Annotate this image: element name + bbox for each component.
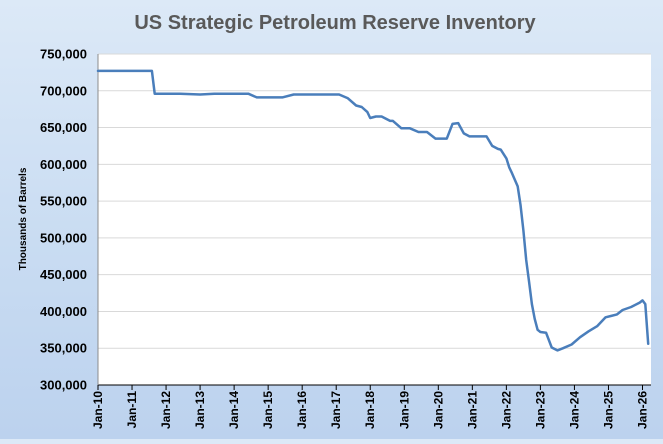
x-tick-label: Jan-17 (329, 391, 343, 429)
x-tick-label: Jan-15 (261, 391, 275, 429)
y-tick-label: 450,000 (40, 267, 87, 282)
x-tick-label: Jan-24 (567, 391, 581, 429)
y-tick-label: 350,000 (40, 341, 87, 356)
series-line (96, 69, 650, 352)
x-tick-label: Jan-25 (601, 391, 615, 429)
x-tick-label: Jan-14 (227, 391, 241, 429)
gridlines (98, 53, 651, 349)
x-tick-label: Jan-16 (295, 391, 309, 429)
y-tick-label: 750,000 (40, 47, 87, 62)
x-tick-label: Jan-26 (635, 391, 649, 429)
y-tick-label: 650,000 (40, 120, 87, 135)
x-tick-label: Jan-20 (431, 391, 445, 429)
y-tick-label: 300,000 (40, 378, 87, 393)
x-tick-label: Jan-11 (125, 391, 139, 429)
x-tick-label: Jan-21 (465, 391, 479, 429)
series-layer (96, 69, 650, 352)
y-tick-label: 600,000 (40, 157, 87, 172)
x-tick-label: Jan-18 (363, 391, 377, 429)
chart-title: US Strategic Petroleum Reserve Inventory (134, 12, 536, 34)
x-tick-label: Jan-19 (397, 391, 411, 429)
x-axis-ticks: Jan-10 Jan-11 Jan-12 Jan-13 Jan-14 Jan-15 Jan-… (91, 385, 649, 429)
x-tick-label: Jan-10 (91, 391, 105, 429)
y-tick-label: 500,000 (40, 230, 87, 245)
y-tick-label: 550,000 (40, 194, 87, 209)
y-tick-label: 400,000 (40, 304, 87, 319)
x-tick-label: Jan-23 (533, 391, 547, 429)
y-axis-label: Thousands of Barrels (18, 167, 29, 270)
x-tick-label: Jan-22 (499, 391, 513, 429)
x-tick-label: Jan-13 (193, 391, 207, 429)
y-axis-ticks: 300,000 350,000 400,000 450,000 500,000 550,0… (40, 47, 87, 393)
plot-area (98, 54, 651, 385)
x-tick-label: Jan-12 (159, 391, 173, 429)
y-tick-label: 700,000 (40, 83, 87, 98)
